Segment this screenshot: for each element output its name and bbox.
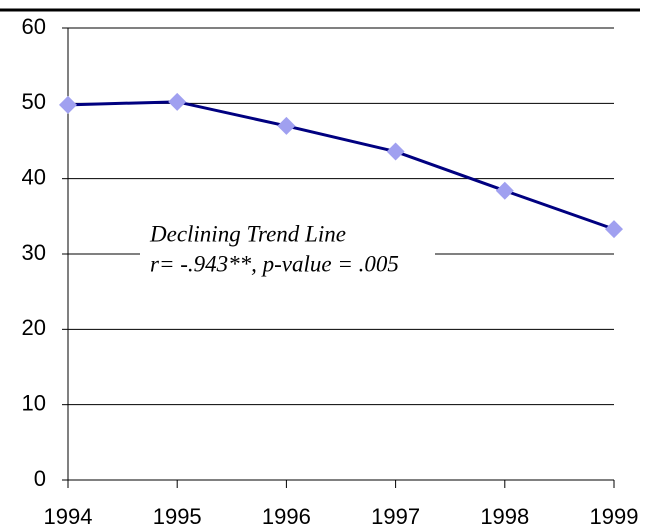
y-tick-label: 60 [22,14,46,39]
y-tick-label: 0 [34,466,46,491]
y-tick-label: 10 [22,390,46,415]
x-tick-label: 1994 [44,504,93,529]
x-tick-label: 1997 [371,504,420,529]
y-tick-label: 40 [22,164,46,189]
y-tick-label: 20 [22,315,46,340]
x-tick-label: 1996 [262,504,311,529]
marker [605,220,623,239]
marker [168,92,187,111]
annotation-box [140,218,435,280]
x-tick-label: 1995 [153,504,202,529]
annotation: Declining Trend Line [149,221,346,246]
x-tick-label: 1998 [480,504,529,529]
x-tick-label: 1999 [590,504,639,529]
marker [495,181,514,200]
marker [59,95,77,114]
marker [277,116,296,135]
y-tick-label: 30 [22,240,46,265]
marker [386,142,405,161]
annotation: r= -.943**, p-value = .005 [150,251,399,276]
y-tick-label: 50 [22,89,46,114]
line [67,100,615,231]
